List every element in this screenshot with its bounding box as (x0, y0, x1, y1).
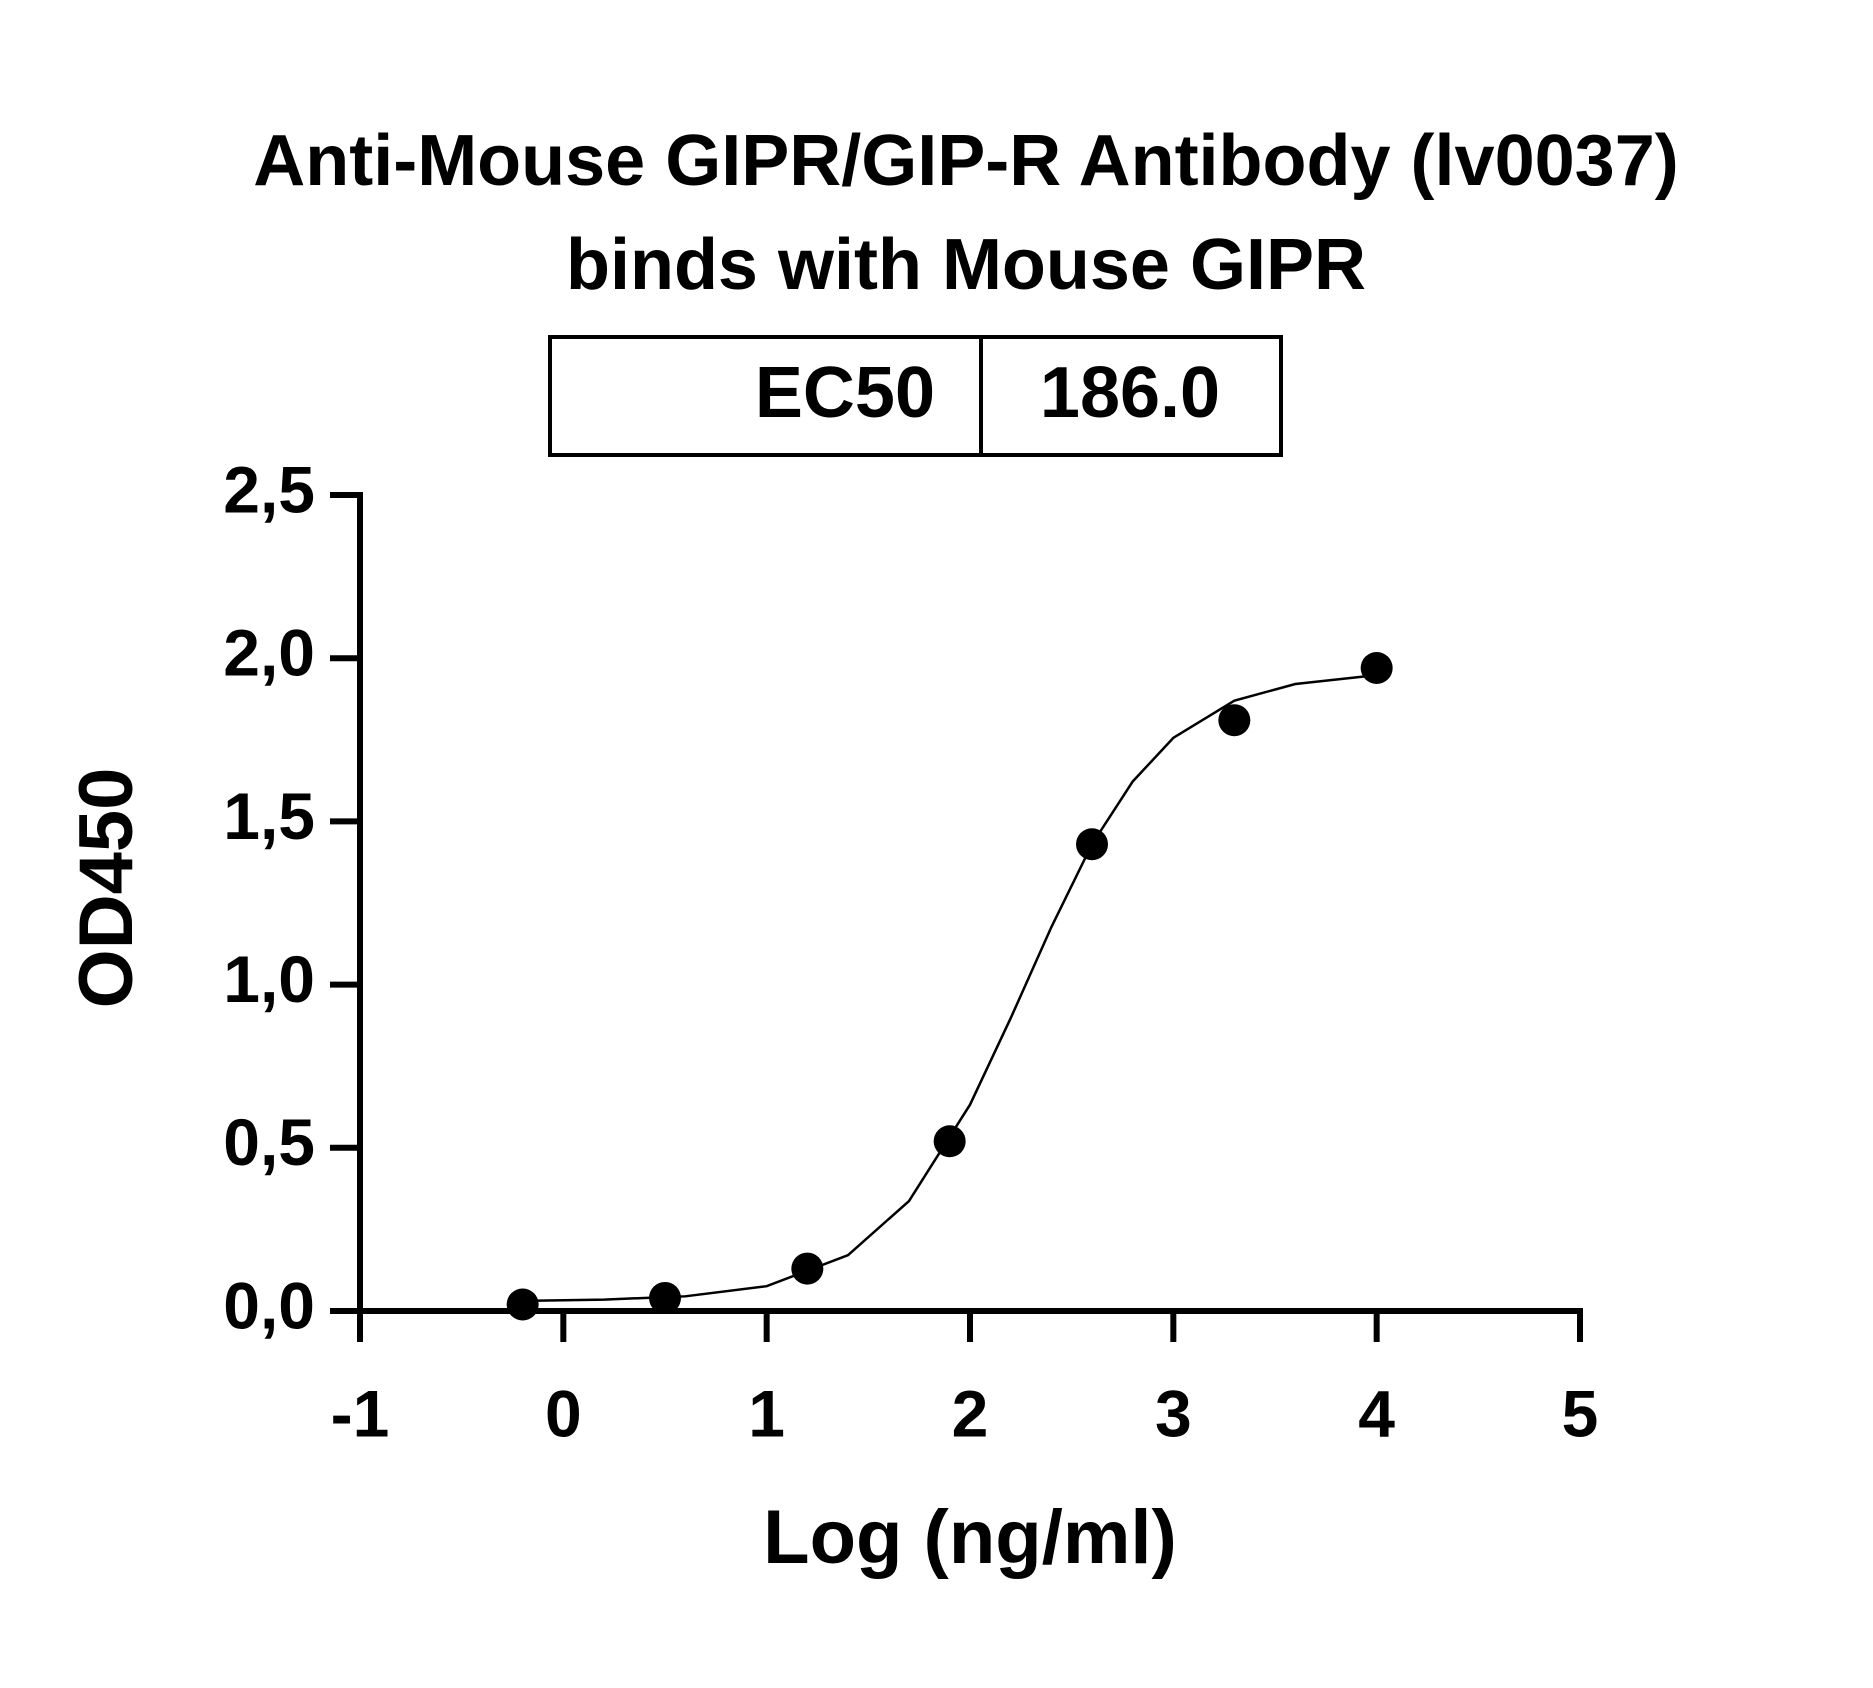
x-tick-label: -1 (331, 1376, 390, 1450)
x-tick-label: 5 (1562, 1376, 1599, 1450)
fit-curve (522, 673, 1377, 1303)
data-point (506, 1288, 539, 1321)
annotation-label: EC50 (755, 353, 935, 433)
y-axis-title: OD450 (64, 768, 149, 1009)
y-tick-label: 2,0 (223, 616, 315, 690)
data-point (1076, 828, 1108, 861)
x-tick-label: 2 (952, 1376, 989, 1450)
y-tick-label: 2,5 (223, 452, 315, 526)
x-tick-label: 1 (748, 1376, 785, 1450)
y-tick-label: 1,5 (223, 779, 315, 853)
annotation-value: 186.0 (1040, 353, 1220, 433)
data-point (1218, 704, 1251, 737)
data-point (791, 1252, 824, 1285)
x-tick-label: 4 (1358, 1376, 1395, 1450)
data-point (1360, 651, 1393, 684)
data-point (933, 1125, 966, 1158)
y-tick-label: 0,0 (223, 1268, 315, 1342)
annotation-box (548, 335, 1283, 457)
y-tick-label: 1,0 (223, 942, 315, 1016)
x-tick-label: 0 (545, 1376, 582, 1450)
chart-title: binds with Mouse GIPR (566, 225, 1366, 305)
chart-title: Anti-Mouse GIPR/GIP-R Antibody (lv0037) (253, 121, 1678, 201)
data-point (649, 1281, 681, 1314)
x-axis-title: Log (ng/ml) (763, 1495, 1177, 1580)
x-tick-label: 3 (1155, 1376, 1192, 1450)
y-tick-label: 0,5 (223, 1105, 315, 1179)
